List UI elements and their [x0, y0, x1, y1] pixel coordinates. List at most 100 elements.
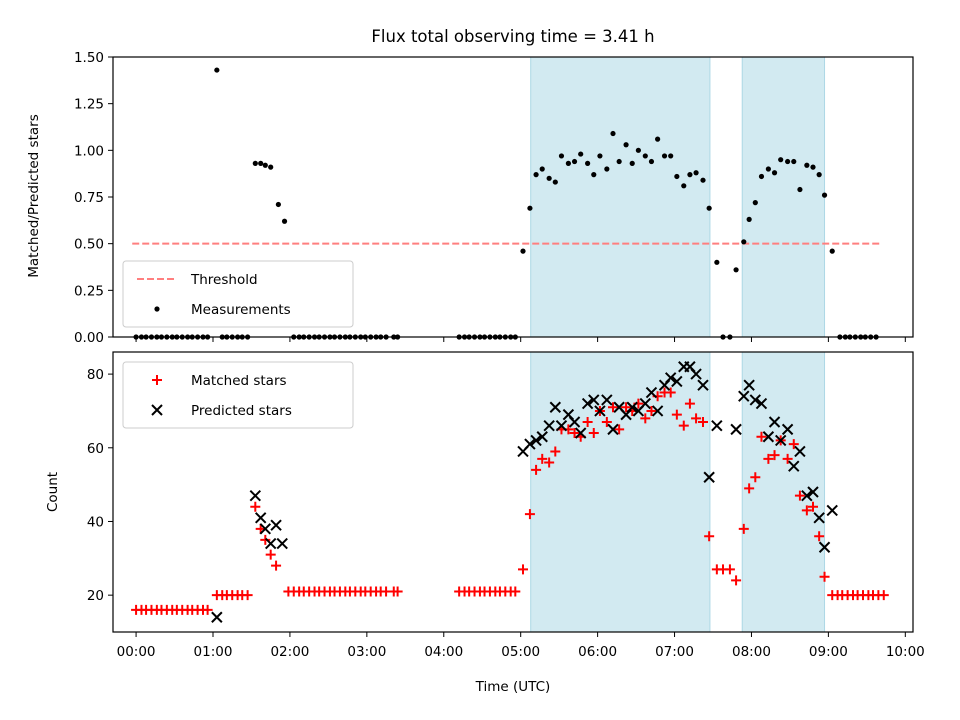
- predicted-stars-point-52: [813, 512, 825, 524]
- matched-stars-point-87: [678, 420, 689, 431]
- predicted-stars-point-49: [794, 445, 806, 458]
- predicted-stars-point-32: [671, 375, 683, 388]
- ratio-panel-y-tick-label: 0.25: [74, 283, 104, 299]
- measurements-point-27: [275, 201, 281, 208]
- predicted-stars-point-54: [826, 504, 838, 517]
- ratio-panel-y-tick-label: 1.00: [74, 143, 104, 159]
- predicted-stars-point-28: [645, 386, 658, 399]
- legend-measurements-label: Measurements: [191, 302, 291, 318]
- predicted-stars-point-16: [568, 416, 581, 428]
- measurements-point-76: [610, 130, 616, 137]
- measurements-point-87: [681, 183, 687, 189]
- matched-stars-point-26: [265, 549, 276, 560]
- count-panel-x-axis-label: Time (UTC): [475, 679, 551, 695]
- predicted-stars-point-46: [774, 434, 787, 447]
- count-panel-axes: 20 40 60 80 00:00 01:00 02:00 03:00 04:00 05:00 06…: [87, 351, 925, 660]
- measurements-point-66: [546, 175, 552, 181]
- ratio-panel-y-tick-label: 0.00: [74, 330, 104, 346]
- measurements-point-100: [765, 166, 771, 172]
- measurements-point-71: [578, 151, 584, 157]
- legend-matched-stars-label: Matched stars: [191, 373, 287, 389]
- measurements-point-96: [741, 239, 747, 245]
- count-panel-marks: [131, 361, 889, 623]
- matched-stars-point-106: [801, 505, 812, 516]
- legend-predicted-stars-swatch: [151, 404, 163, 416]
- matched-stars-point-64: [531, 464, 542, 475]
- predicted-stars-point-31: [664, 372, 677, 384]
- predicted-stars-point-29: [651, 405, 664, 417]
- predicted-stars-point-42: [749, 394, 762, 406]
- measurements-point-62: [520, 248, 526, 254]
- predicted-stars-point-3: [254, 512, 267, 524]
- predicted-stars-point-7: [276, 537, 288, 550]
- count-panel-legend: Matched stars Predicted stars: [122, 361, 354, 429]
- predicted-stars-point-53: [818, 541, 831, 553]
- predicted-stars-point-5: [264, 537, 277, 550]
- matched-stars-point-77: [614, 424, 625, 435]
- ratio-panel-axes: 0.00 0.25 0.50 0.75 1.00 1.25 1.50: [74, 50, 914, 346]
- measurements-point-83: [655, 136, 661, 142]
- measurements-point-88: [687, 172, 693, 178]
- predicted-stars-point-13: [549, 401, 562, 413]
- matched-stars-point-78: [621, 402, 632, 413]
- matched-stars-point-100: [763, 453, 774, 464]
- count-panel: 20 40 60 80 00:00 01:00 02:00 03:00 04:00 05:00 06…: [45, 351, 925, 695]
- matched-stars-point-89: [691, 413, 702, 424]
- measurements-point-85: [668, 153, 674, 159]
- matched-stars-point-105: [794, 490, 805, 501]
- matched-stars-point-76: [608, 402, 618, 413]
- matched-stars-point-25: [260, 534, 271, 545]
- measurements-point-84: [661, 153, 668, 159]
- measurements-point-109: [821, 192, 828, 198]
- ratio-panel-y-axis-label: Matched/Predicted stars: [26, 114, 42, 277]
- matched-stars-point-27: [271, 560, 282, 571]
- matched-stars-point-62: [518, 564, 528, 575]
- matched-stars-point-107: [808, 501, 818, 512]
- legend-predicted-stars-label: Predicted stars: [191, 403, 292, 419]
- measurements-point-24: [258, 160, 264, 166]
- predicted-stars-point-21: [601, 394, 613, 406]
- measurements-point-23: [252, 160, 258, 166]
- matched-stars-point-22: [242, 590, 253, 601]
- matched-stars-point-97: [744, 483, 755, 494]
- ratio-panel-y-tick-label: 0.50: [74, 237, 104, 253]
- predicted-stars-point-41: [743, 379, 755, 391]
- measurements-point-70: [571, 158, 578, 165]
- measurements-point-80: [635, 147, 641, 153]
- count-panel-y-tick-label: 60: [87, 441, 104, 457]
- predicted-stars-point-18: [581, 397, 594, 410]
- predicted-stars-point-37: [703, 471, 715, 483]
- matched-stars-point-98: [750, 472, 761, 483]
- measurements-point-110: [829, 248, 835, 254]
- measurements-point-81: [642, 153, 648, 159]
- measurements-point-89: [693, 170, 699, 176]
- measurements-point-108: [816, 172, 822, 178]
- matched-stars-point-120: [878, 590, 889, 601]
- measurements-point-103: [785, 158, 791, 165]
- matched-stars-point-65: [537, 453, 548, 464]
- measurements-point-64: [533, 172, 539, 178]
- measurements-point-95: [733, 267, 739, 273]
- measurements-point-97: [746, 216, 752, 222]
- predicted-stars-point-9: [524, 438, 536, 450]
- measurements-point-86: [674, 173, 680, 180]
- measurements-point-102: [778, 157, 784, 163]
- predicted-stars-point-25: [626, 401, 638, 413]
- measurements-point-67: [552, 179, 558, 185]
- count-panel-x-tick-label: 08:00: [732, 644, 771, 660]
- measurements-point-98: [752, 200, 758, 206]
- count-panel-legend-box: [122, 361, 354, 429]
- ratio-panel-y-tick-label: 0.75: [74, 190, 104, 206]
- count-panel-x-tick-label: 01:00: [194, 644, 233, 660]
- count-panel-y-tick-label: 40: [87, 514, 104, 530]
- measurements-point-26: [268, 164, 274, 170]
- predicted-stars-point-50: [801, 489, 813, 502]
- predicted-stars-point-20: [594, 405, 606, 417]
- ratio-panel-shaded-spans: [530, 56, 826, 338]
- count-panel-x-tick-label: 07:00: [655, 644, 694, 660]
- measurements-point-75: [604, 166, 610, 172]
- matched-stars-point-73: [588, 428, 599, 439]
- count-panel-frame: [112, 351, 914, 633]
- matched-stars-point-63: [524, 509, 535, 520]
- measurements-point-65: [539, 166, 545, 172]
